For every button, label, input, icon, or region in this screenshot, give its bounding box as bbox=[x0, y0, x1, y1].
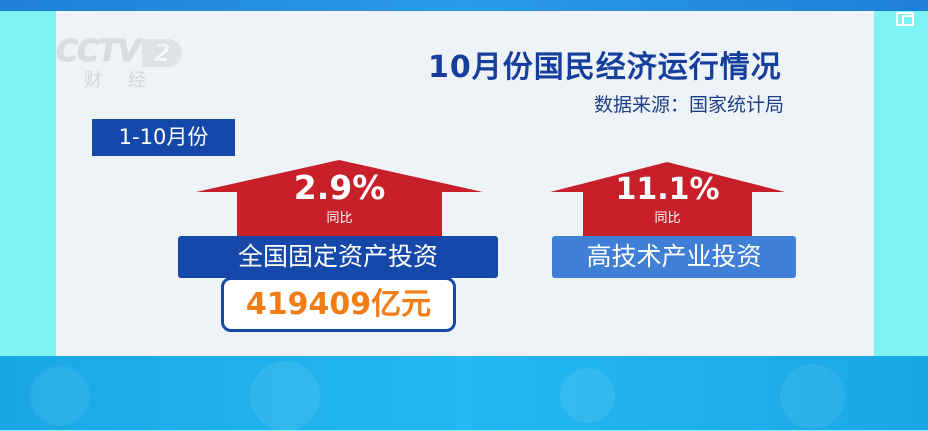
growth-value: 11.1% bbox=[615, 172, 720, 207]
growth-compare: 同比 bbox=[654, 211, 681, 226]
pip-icon[interactable] bbox=[896, 12, 914, 26]
growth-compare: 同比 bbox=[326, 211, 353, 226]
period-badge: 1-10月份 bbox=[92, 119, 235, 156]
right-strip bbox=[874, 11, 928, 356]
data-source: 数据来源：国家统计局 bbox=[594, 94, 785, 116]
label-hightech: 高技术产业投资 bbox=[552, 236, 796, 278]
arrow-up-icon bbox=[196, 160, 483, 240]
top-band bbox=[0, 0, 928, 11]
channel-logo: CCTV 2 bbox=[56, 34, 182, 69]
amount-fixed-asset: 419409亿元 bbox=[221, 277, 456, 332]
bottom-band bbox=[0, 356, 928, 431]
channel-logo-sub: 财经 bbox=[84, 70, 172, 91]
growth-value: 2.9% bbox=[293, 168, 386, 207]
left-strip bbox=[0, 11, 56, 356]
label-fixed-asset: 全国固定资产投资 bbox=[178, 236, 498, 278]
growth-arrow-hightech: 11.1% 同比 bbox=[550, 162, 785, 238]
growth-arrow-fixed-asset: 2.9% 同比 bbox=[196, 160, 483, 240]
arrow-up-icon bbox=[550, 162, 785, 238]
page-title: 10月份国民经济运行情况 bbox=[428, 50, 782, 85]
